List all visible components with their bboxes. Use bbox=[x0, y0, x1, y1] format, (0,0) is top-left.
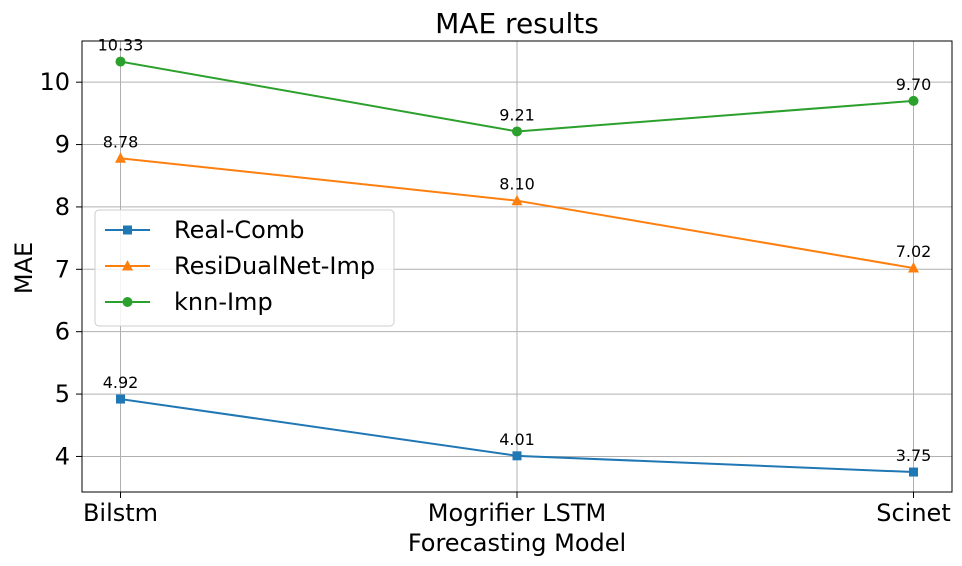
y-tick-label: 10 bbox=[39, 68, 70, 96]
y-tick-label: 8 bbox=[55, 193, 70, 221]
data-point bbox=[908, 95, 919, 106]
series-residualnet-imp: 8.78 8.10 7.02 bbox=[103, 132, 932, 273]
y-tick-label: 9 bbox=[55, 131, 70, 159]
y-tick-label: 7 bbox=[55, 255, 70, 283]
x-tick-label: Mogrifier LSTM bbox=[428, 499, 607, 527]
legend-label: ResiDualNet-Imp bbox=[174, 252, 375, 280]
series-layer: 4.92 4.01 3.75 8.78 8.10 7.02 10.33 9.21 9.70 bbox=[98, 36, 932, 477]
series-knn-imp: 10.33 9.21 9.70 bbox=[98, 36, 932, 137]
data-label: 9.70 bbox=[896, 75, 932, 94]
data-point bbox=[116, 394, 125, 404]
legend-box bbox=[94, 209, 395, 327]
legend-label: Real-Comb bbox=[174, 216, 304, 244]
y-tick-label: 5 bbox=[55, 380, 70, 408]
data-label: 3.75 bbox=[896, 446, 932, 465]
data-label: 9.21 bbox=[499, 105, 535, 124]
x-axis-label: Forecasting Model bbox=[408, 529, 626, 557]
data-label: 8.10 bbox=[499, 175, 535, 194]
y-tick-label: 6 bbox=[55, 318, 70, 346]
data-label: 10.33 bbox=[98, 36, 144, 55]
y-axis-label: MAE bbox=[10, 242, 38, 294]
legend-item: ResiDualNet-Imp bbox=[105, 252, 375, 280]
data-point bbox=[115, 56, 126, 67]
data-point bbox=[512, 451, 522, 461]
data-label: 4.92 bbox=[103, 373, 139, 392]
data-label: 7.02 bbox=[896, 242, 932, 261]
data-point bbox=[909, 467, 918, 477]
x-axis: Bilstm Mogrifier LSTM Scinet bbox=[83, 492, 951, 527]
data-point bbox=[908, 262, 919, 273]
legend-item: Real-Comb bbox=[105, 216, 304, 244]
legend-marker bbox=[123, 225, 132, 235]
y-axis: 4 5 6 7 8 9 10 bbox=[39, 68, 82, 470]
legend-label: knn-Imp bbox=[174, 288, 273, 316]
chart-title: MAE results bbox=[435, 7, 599, 40]
legend-item: knn-Imp bbox=[105, 288, 273, 316]
data-label: 8.78 bbox=[103, 132, 139, 151]
x-tick-label: Scinet bbox=[876, 499, 950, 527]
legend: Real-Comb ResiDualNet-Imp knn-Imp bbox=[94, 209, 395, 327]
data-point bbox=[115, 152, 126, 163]
data-point bbox=[511, 194, 523, 206]
series-real-comb: 4.92 4.01 3.75 bbox=[103, 373, 932, 477]
x-tick-label: Bilstm bbox=[83, 499, 158, 527]
data-point bbox=[512, 126, 522, 137]
data-label: 4.01 bbox=[499, 430, 535, 449]
legend-marker bbox=[122, 260, 133, 271]
legend-marker bbox=[122, 297, 133, 307]
y-tick-label: 4 bbox=[55, 442, 70, 470]
